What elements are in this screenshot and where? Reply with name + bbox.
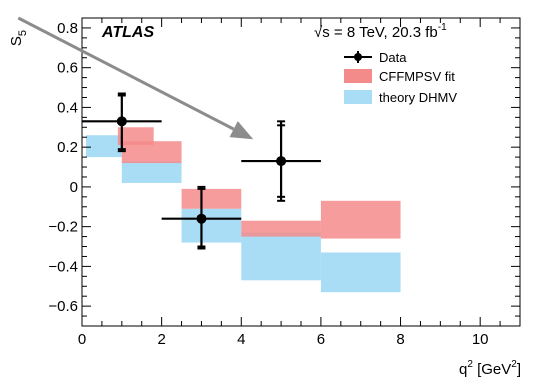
fit-band-2 xyxy=(181,188,242,209)
theory-band-4 xyxy=(320,252,401,293)
x-tick-label: 10 xyxy=(472,331,489,348)
annotation-arrow xyxy=(17,16,254,140)
x-axis-label-unit-close: ] xyxy=(517,361,521,378)
data-points xyxy=(82,92,321,250)
theory-bands xyxy=(85,135,401,293)
x-axis-label-unit-open: [GeV xyxy=(473,361,511,378)
energy-luminosity-label: √s = 8 TeV, 20.3 fb-1 xyxy=(314,22,447,41)
legend-entry-theory: theory DHMV xyxy=(344,90,457,105)
legend-theory-swatch xyxy=(344,90,372,104)
x-axis-label-sup: 2 xyxy=(467,359,473,370)
fit-band-3 xyxy=(241,220,321,237)
x-tick-label: 6 xyxy=(317,331,325,348)
x-tick-label: 2 xyxy=(157,331,165,348)
legend-label-data: Data xyxy=(379,50,407,65)
legend-data-marker xyxy=(354,53,362,61)
arrow-head xyxy=(229,121,254,140)
theory-band-2 xyxy=(181,208,242,243)
data-marker xyxy=(196,213,207,224)
x-tick-label: 8 xyxy=(396,331,404,348)
fit-band-0 xyxy=(117,127,154,146)
y-tick-label: 0.4 xyxy=(57,99,78,116)
data-marker xyxy=(276,156,287,167)
theory-band-0 xyxy=(85,135,122,158)
energy-sup: -1 xyxy=(438,22,447,33)
experiment-label: ATLAS xyxy=(101,24,154,41)
fit-band-1 xyxy=(121,141,182,164)
fit-band-4 xyxy=(320,200,401,239)
fit-bands xyxy=(117,127,401,239)
legend-label-theory: theory DHMV xyxy=(379,90,457,105)
legend-label-fit: CFFMPSV fit xyxy=(379,69,455,84)
x-axis-label-main: q xyxy=(459,361,467,378)
y-tick-label: −0.4 xyxy=(48,258,78,275)
y-tick-label: −0.2 xyxy=(48,219,78,236)
data-point-0 xyxy=(82,92,162,153)
y-axis-label-group: S5 xyxy=(8,30,29,46)
legend-entry-data: Data xyxy=(344,50,407,65)
x-tick-label: 4 xyxy=(237,331,245,348)
data-marker xyxy=(116,116,127,127)
theory-band-1 xyxy=(121,161,182,183)
y-axis-label-main: S xyxy=(8,36,25,46)
data-point-2 xyxy=(241,120,321,202)
y-axis-label-sub: 5 xyxy=(17,30,29,36)
tick-marks xyxy=(81,17,521,326)
x-tick-label: 0 xyxy=(78,331,86,348)
legend: Data CFFMPSV fit theory DHMV xyxy=(344,50,457,105)
theory-band-3 xyxy=(241,232,321,281)
y-tick-label: 0.8 xyxy=(57,20,78,37)
y-tick-label: −0.6 xyxy=(48,298,78,315)
energy-text: √s = 8 TeV, 20.3 fb xyxy=(314,24,438,41)
y-axis-label: S5 xyxy=(8,30,29,46)
y-tick-label: 0.6 xyxy=(57,60,78,77)
arrow-shaft xyxy=(17,16,235,131)
x-axis-label: q2 [GeV2] xyxy=(459,359,521,378)
y-tick-label: 0.2 xyxy=(57,139,78,156)
y-tick-label: 0 xyxy=(70,179,78,196)
tick-labels: 0 2 4 6 8 10 −0.6 −0.4 −0.2 0 0.2 0.4 0.6 0.8 xyxy=(48,20,488,348)
data-point-1 xyxy=(161,185,242,250)
legend-fit-swatch xyxy=(344,69,372,83)
legend-entry-fit: CFFMPSV fit xyxy=(344,69,455,84)
x-axis-label-unit-sup: 2 xyxy=(511,359,517,370)
